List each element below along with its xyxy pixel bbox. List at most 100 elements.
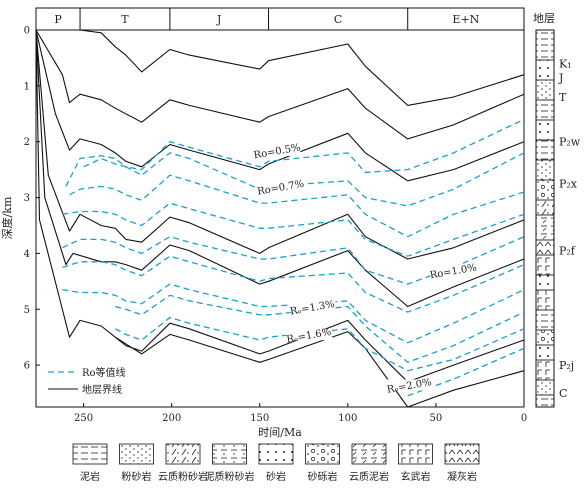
x-tick-label: 250 [74,413,93,424]
column-band [535,344,555,361]
lithology-label-dolo-mudstone: 云质泥岩 [349,470,389,483]
lithology-label-mudstone: 泥岩 [80,470,100,483]
stratigraphic-boundaries [35,29,525,408]
formation-label-4: P₂x [559,178,578,191]
period-label-1: T [121,13,129,26]
lithology-label-sandstone: 砂岩 [266,470,286,483]
boundary-line-b1 [36,29,525,106]
lithology-label-dolo-siltstone: 云质粉砂岩 [158,470,208,483]
lithology-label-muddy-siltstone: 泥质粉砂岩 [205,470,255,483]
ro-label-bg [430,264,477,276]
ro-isoline-2 [69,174,525,238]
column-band [535,289,555,311]
boundary-line-b4 [35,29,525,260]
column-band [535,309,555,331]
formation-label-7: C [559,387,567,400]
formation-label-0: K₁ [559,58,572,71]
lithology-label-siltstone: 粉砂岩 [122,470,152,483]
column-band [535,394,555,408]
y-axis-label: 深度/km [0,196,14,239]
boundary-line-b2 [35,29,525,140]
y-tick-label: 0 [24,26,30,37]
x-axis-label: 时间/Ma [258,426,302,439]
formation-label-2: T [559,91,567,104]
x-tick-label: 100 [338,413,357,424]
lithology-swatch-muddy-siltstone [212,443,247,465]
column-header: 地层 [533,12,555,25]
y-tick-label: 5 [24,305,30,316]
period-label-3: C [334,13,342,26]
lithology-label-conglomerate: 砂砾岩 [308,470,338,483]
plot-frame [35,29,525,408]
ro-isoline-8 [114,316,525,372]
column-band [535,329,555,346]
formation-label-1: J [558,71,563,84]
ro-label-bg [386,379,433,391]
lithology-swatch-basalt [398,443,433,465]
column-band [535,214,555,241]
column-band [535,274,555,291]
boundary-line-b3 [35,29,525,182]
lithology-swatch-dolo-siltstone [165,443,201,465]
formation-label-3: P₂w [559,136,581,149]
legend-box [40,363,162,401]
x-tick-label: 0 [521,413,527,424]
column-band [535,159,555,181]
column-frame [535,29,555,408]
column-band [535,254,555,276]
column-band [535,179,555,201]
legend-boundary-label: 地层界线 [82,383,122,396]
column-band [535,239,555,256]
column-band [535,29,555,61]
period-header-frame [35,7,525,31]
ro-isoline-5 [62,255,525,313]
x-tick-label: 50 [430,413,443,424]
y-tick-label: 4 [24,249,30,260]
lithology-swatch-siltstone [119,443,154,465]
boundary-line-b5 [35,29,525,308]
x-tick-label: 200 [162,413,181,424]
period-label-0: P [54,13,62,26]
y-tick-label: 1 [24,81,30,92]
formation-label-6: P₂j [559,359,574,372]
ro-isoline-6 [62,283,525,344]
boundary-line-b7 [115,331,525,408]
y-tick-label: 3 [24,193,30,204]
ro-label-bg [254,144,301,156]
boundary-line-b6 [35,29,525,383]
column-band [535,119,555,141]
ro-isoline-3 [62,202,525,257]
ro-isoline-4 [62,235,525,285]
ro-isolines [62,118,525,397]
ro-label-bg [289,301,336,313]
ro-isoline-9 [407,347,525,397]
lithology-swatch-mudstone [72,443,108,465]
formation-label-5: P₂f [559,245,576,258]
column-band [535,99,555,121]
period-label-4: E+N [452,13,479,26]
column-band [535,79,555,101]
legend-ro-label: Ro等值线 [82,366,126,379]
ro-isoline-0 [83,118,525,174]
lithology-swatch-conglomerate [305,443,340,465]
x-tick-label: 150 [250,413,269,424]
ro-isoline-1 [65,152,525,207]
y-tick-label: 6 [24,361,30,372]
ro-label-bg [286,329,333,341]
period-label-2: J [216,13,221,26]
lithology-label-tuff: 凝灰岩 [447,470,477,483]
lithology-swatch-dolo-mudstone [351,443,387,465]
column-band [535,139,555,161]
column-band [535,59,555,81]
lithology-swatch-sandstone [258,443,294,465]
line-legend: Ro等值线 地层界线 [40,363,162,401]
period-header: P T J C E+N [35,7,525,31]
ro-label-bg [257,181,304,193]
lithology-label-basalt: 玄武岩 [401,470,431,483]
y-tick-label: 2 [24,137,30,148]
ro-isoline-7 [115,294,525,364]
stratigraphic-column [535,29,555,408]
